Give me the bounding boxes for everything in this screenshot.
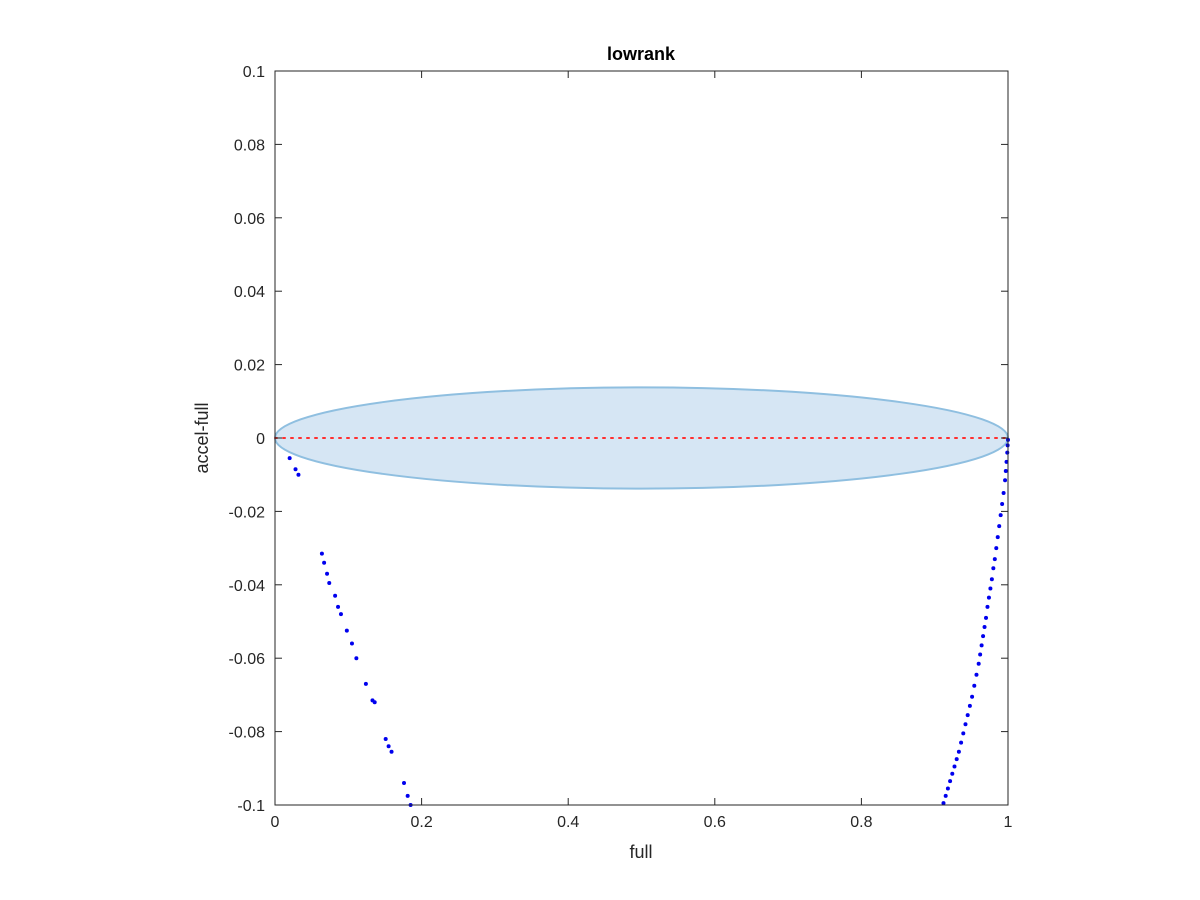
data-point (998, 513, 1003, 518)
data-point (959, 740, 964, 745)
y-axis-label: accel-full (192, 402, 212, 473)
data-point (349, 641, 354, 646)
y-tick-label: -0.06 (229, 651, 266, 668)
data-point (389, 749, 394, 754)
data-point (363, 681, 368, 686)
chart-title: lowrank (607, 44, 676, 64)
data-point (967, 703, 972, 708)
data-point (995, 535, 1000, 540)
data-point (327, 580, 332, 585)
data-point (1003, 478, 1008, 483)
data-point (1000, 502, 1005, 507)
data-point (988, 586, 993, 591)
data-point (984, 615, 989, 620)
y-tick-label: -0.1 (237, 798, 265, 815)
data-point (383, 736, 388, 741)
data-point (981, 634, 986, 639)
data-point (945, 786, 950, 791)
y-axis: -0.1 -0.08 -0.06 -0.04 -0.02 0 0.02 0.04 0.06 0.0… (229, 64, 1008, 815)
data-point (402, 780, 407, 785)
data-point (992, 557, 997, 562)
x-tick-label: 0 (271, 814, 280, 831)
data-point (293, 467, 298, 472)
x-tick-label: 0.4 (557, 814, 579, 831)
data-point (943, 793, 948, 798)
data-point (961, 731, 966, 736)
y-tick-label: 0.08 (234, 137, 265, 154)
y-tick-label: -0.04 (229, 578, 266, 595)
data-point (287, 456, 292, 461)
data-point (319, 551, 324, 556)
data-point (1005, 450, 1010, 455)
data-point (296, 472, 301, 477)
data-point (979, 643, 984, 648)
data-point (963, 722, 968, 727)
data-point (994, 546, 999, 551)
x-tick-label: 0.8 (850, 814, 872, 831)
data-point (976, 661, 981, 666)
data-point (338, 612, 343, 617)
data-point (950, 771, 955, 776)
data-point (986, 595, 991, 600)
x-axis-label: full (629, 842, 652, 862)
data-point (1003, 469, 1008, 474)
data-point (336, 604, 341, 609)
y-tick-label: 0.06 (234, 211, 265, 228)
data-point (997, 524, 1002, 529)
x-tick-label: 1 (1004, 814, 1013, 831)
data-point (965, 713, 970, 718)
data-point (333, 593, 338, 598)
data-point (325, 571, 330, 576)
data-point (989, 577, 994, 582)
data-point (991, 566, 996, 571)
data-point (1001, 491, 1006, 496)
data-point (354, 656, 359, 661)
x-tick-label: 0.6 (704, 814, 726, 831)
data-point (985, 604, 990, 609)
data-point (972, 683, 977, 688)
data-point (956, 749, 961, 754)
data-point (948, 779, 953, 784)
data-point (952, 764, 957, 769)
data-point (405, 793, 410, 798)
x-tick-label: 0.2 (410, 814, 432, 831)
data-point (982, 625, 987, 630)
data-point (386, 744, 391, 749)
y-tick-label: 0 (256, 431, 265, 448)
points-layer (287, 437, 1010, 807)
data-point (974, 672, 979, 677)
data-point (322, 560, 327, 565)
y-tick-label: -0.08 (229, 725, 266, 742)
data-point (941, 801, 946, 806)
y-tick-label: -0.02 (229, 504, 266, 521)
data-point (970, 694, 975, 699)
data-point (978, 652, 983, 657)
data-point (344, 628, 349, 633)
data-point (954, 757, 959, 762)
y-tick-label: 0.02 (234, 358, 265, 375)
y-tick-label: 0.04 (234, 284, 265, 301)
data-point (372, 700, 377, 705)
x-axis: 0 0.2 0.4 0.6 0.8 1 (271, 71, 1013, 831)
y-tick-label: 0.1 (243, 64, 265, 81)
